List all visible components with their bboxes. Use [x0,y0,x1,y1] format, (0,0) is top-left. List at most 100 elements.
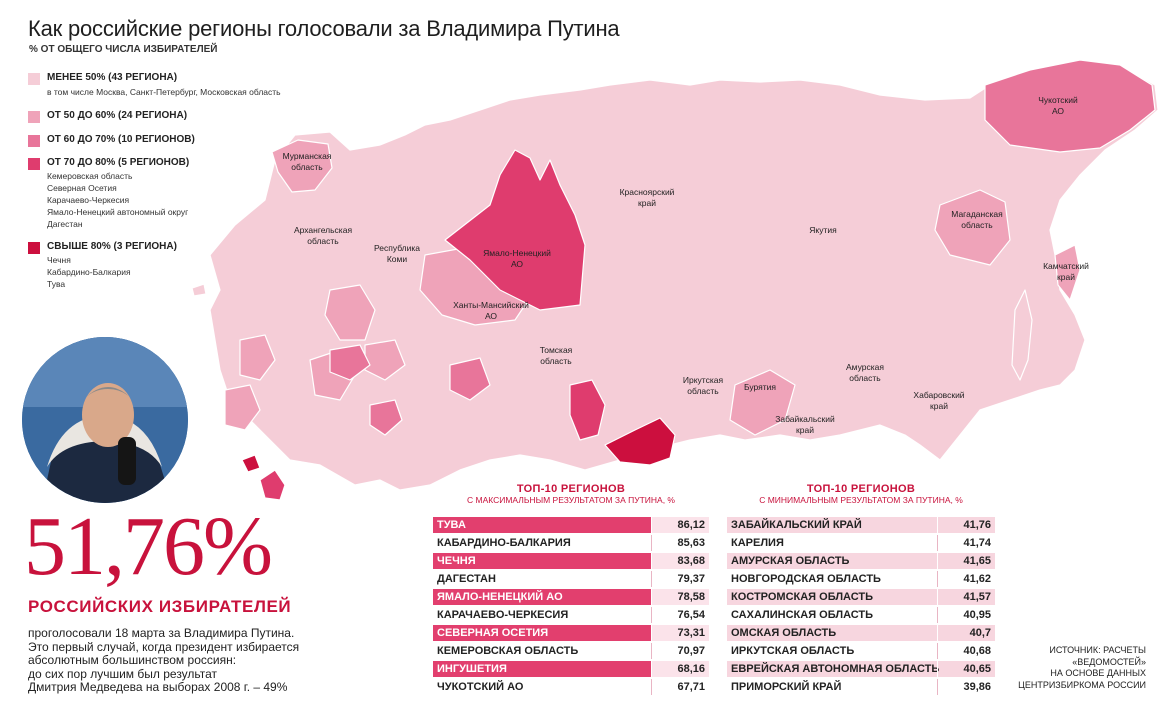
table-cell-value: 67,71 [677,681,705,693]
region-volga-1 [324,284,376,341]
table-cell-value: 83,68 [652,553,709,569]
region-60-70-c [449,357,491,401]
legend-label: МЕНЕЕ 50% (43 РЕГИОНА) [47,72,178,83]
legend-label: ОТ 70 ДО 80% (5 РЕГИОНОВ) [47,157,190,168]
legend-label: СВЫШЕ 80% (3 РЕГИОНА) [47,241,177,252]
table-cell-value: 39,86 [963,681,991,693]
legend-swatch [28,111,40,123]
map-label-krasnoyarsk: Красноярский край [620,187,675,208]
top-table-header: ТОП-10 РЕГИОНОВ С МАКСИМАЛЬНЫМ РЕЗУЛЬТАТ… [433,483,709,505]
table-cell-value: 41,76 [963,519,991,531]
source-line: НА ОСНОВЕ ДАННЫХ [1050,668,1146,678]
table-cell-value: 40,95 [963,609,991,621]
region-60-70-a [329,344,371,381]
bottom-table-title: ТОП-10 РЕГИОНОВ [806,483,916,495]
table-separator [651,517,652,533]
table-cell-region: ПРИМОРСКИЙ КРАЙ [731,681,842,693]
table-row: ИРКУТСКАЯ ОБЛАСТЬ 40,68 [727,643,995,659]
map-label-amur: Амурская область [846,362,884,383]
table-cell-value: 78,58 [652,589,709,605]
region-60-70-b [369,399,403,436]
map-label-buryatia: Бурятия [744,382,776,392]
table-cell-region: НОВГОРОДСКАЯ ОБЛАСТЬ [731,573,881,585]
table-row: СЕВЕРНАЯ ОСЕТИЯ 73,31 [433,625,709,641]
legend-region: Кабардино-Балкария [47,267,131,277]
map-label-irkutsk: Иркутская область [683,375,724,396]
table-row: ИНГУШЕТИЯ 68,16 [433,661,709,677]
table-cell-value: 41,62 [963,573,991,585]
region-murmansk [271,139,333,193]
table-cell-value: 79,37 [677,573,705,585]
table-row: ЧУКОТСКИЙ АО 67,71 [433,679,709,695]
table-row: ЧЕЧНЯ 83,68 [433,553,709,569]
headline-value: 51,76% [24,500,273,593]
table-cell-region: ИРКУТСКАЯ ОБЛАСТЬ [731,645,855,657]
table-separator [937,607,938,623]
region-dagestan [259,469,286,500]
table-separator [651,679,652,695]
table-cell-region: КАРЕЛИЯ [731,537,784,549]
table-separator [937,571,938,587]
source-line: ИСТОЧНИК: РАСЧЕТЫ [1049,645,1146,655]
table-separator [651,607,652,623]
table-cell-value: 41,65 [963,555,991,567]
map-label-khmao: Ханты-Мансийский АО [453,300,529,321]
table-row: НОВГОРОДСКАЯ ОБЛАСТЬ 41,62 [727,571,995,587]
legend-region: Дагестан [47,219,83,229]
table-row: КАРЕЛИЯ 41,74 [727,535,995,551]
table-separator [651,571,652,587]
table-cell-region: КОСТРОМСКАЯ ОБЛАСТЬ [731,591,874,603]
chart-subtitle: % ОТ ОБЩЕГО ЧИСЛА ИЗБИРАТЕЛЕЙ [29,44,218,55]
region-sakhalin [1011,289,1033,381]
region-chukotka [984,59,1156,153]
table-row: КАРАЧАЕВО-ЧЕРКЕСИЯ 76,54 [433,607,709,623]
table-cell-region: ЯМАЛО-НЕНЕЦКИЙ АО [437,591,563,603]
table-row: ЯМАЛО-НЕНЕЦКИЙ АО 78,58 [433,589,709,605]
table-separator [651,535,652,551]
table-cell-region: СЕВЕРНАЯ ОСЕТИЯ [437,627,549,639]
table-separator [937,643,938,659]
map-label-komi: Республика Коми [374,243,420,264]
table-row: АМУРСКАЯ ОБЛАСТЬ 41,65 [727,553,995,569]
table-separator [937,679,938,695]
legend-swatch [28,73,40,85]
table-cell-region: ЗАБАЙКАЛЬСКИЙ КРАЙ [731,519,862,531]
table-cell-region: ДАГЕСТАН [437,573,496,585]
legend-region: Чечня [47,255,71,265]
legend-region: Кемеровская область [47,171,133,181]
table-cell-value: 40,65 [963,663,991,675]
region-central-1 [239,334,276,381]
table-cell-value: 40,7 [969,627,991,639]
table-cell-value: 41,57 [963,591,991,603]
table-cell-region: ОМСКАЯ ОБЛАСТЬ [731,627,837,639]
top-table-title: ТОП-10 РЕГИОНОВ [516,483,626,495]
region-magadan [934,189,1011,266]
map-label-kamchatka: Камчатский край [1043,261,1089,282]
bottom-table-subtitle: С МИНИМАЛЬНЫМ РЕЗУЛЬТАТОМ ЗА ПУТИНА, % [759,495,963,505]
table-row: КОСТРОМСКАЯ ОБЛАСТЬ 41,57 [727,589,995,605]
legend-swatch [28,242,40,254]
table-cell-value: 41,74 [963,537,991,549]
top-table-subtitle: С МАКСИМАЛЬНЫМ РЕЗУЛЬТАТОМ ЗА ПУТИНА, % [466,495,675,505]
headline-caption: РОССИЙСКИХ ИЗБИРАТЕЛЕЙ [28,597,292,616]
table-separator [651,661,652,677]
table-row: ОМСКАЯ ОБЛАСТЬ 40,7 [727,625,995,641]
table-row: ЗАБАЙКАЛЬСКИЙ КРАЙ 41,76 [727,517,995,533]
table-separator [651,625,652,641]
table-row: САХАЛИНСКАЯ ОБЛАСТЬ 40,95 [727,607,995,623]
portrait-illustration [22,337,188,503]
legend-swatch [28,158,40,170]
legend-region: Северная Осетия [47,183,117,193]
headline-line: абсолютным большинством россиян: [28,653,237,667]
table-separator [937,517,938,533]
table-separator [937,535,938,551]
map-label-arkhangelsk: Архангельская область [294,225,353,246]
table-separator [937,589,938,605]
table-row: ТУВА 86,12 [433,517,709,533]
headline-line: Это первый случай, когда президент избир… [28,639,300,654]
table-separator [937,553,938,569]
table-cell-region: ИНГУШЕТИЯ [437,663,507,675]
table-cell-region: ЕВРЕЙСКАЯ АВТОНОМНАЯ ОБЛАСТЬ [731,663,940,675]
map-label-yakutia: Якутия [809,225,837,235]
map-label-zabaikalsky: Забайкальский край [775,414,835,435]
